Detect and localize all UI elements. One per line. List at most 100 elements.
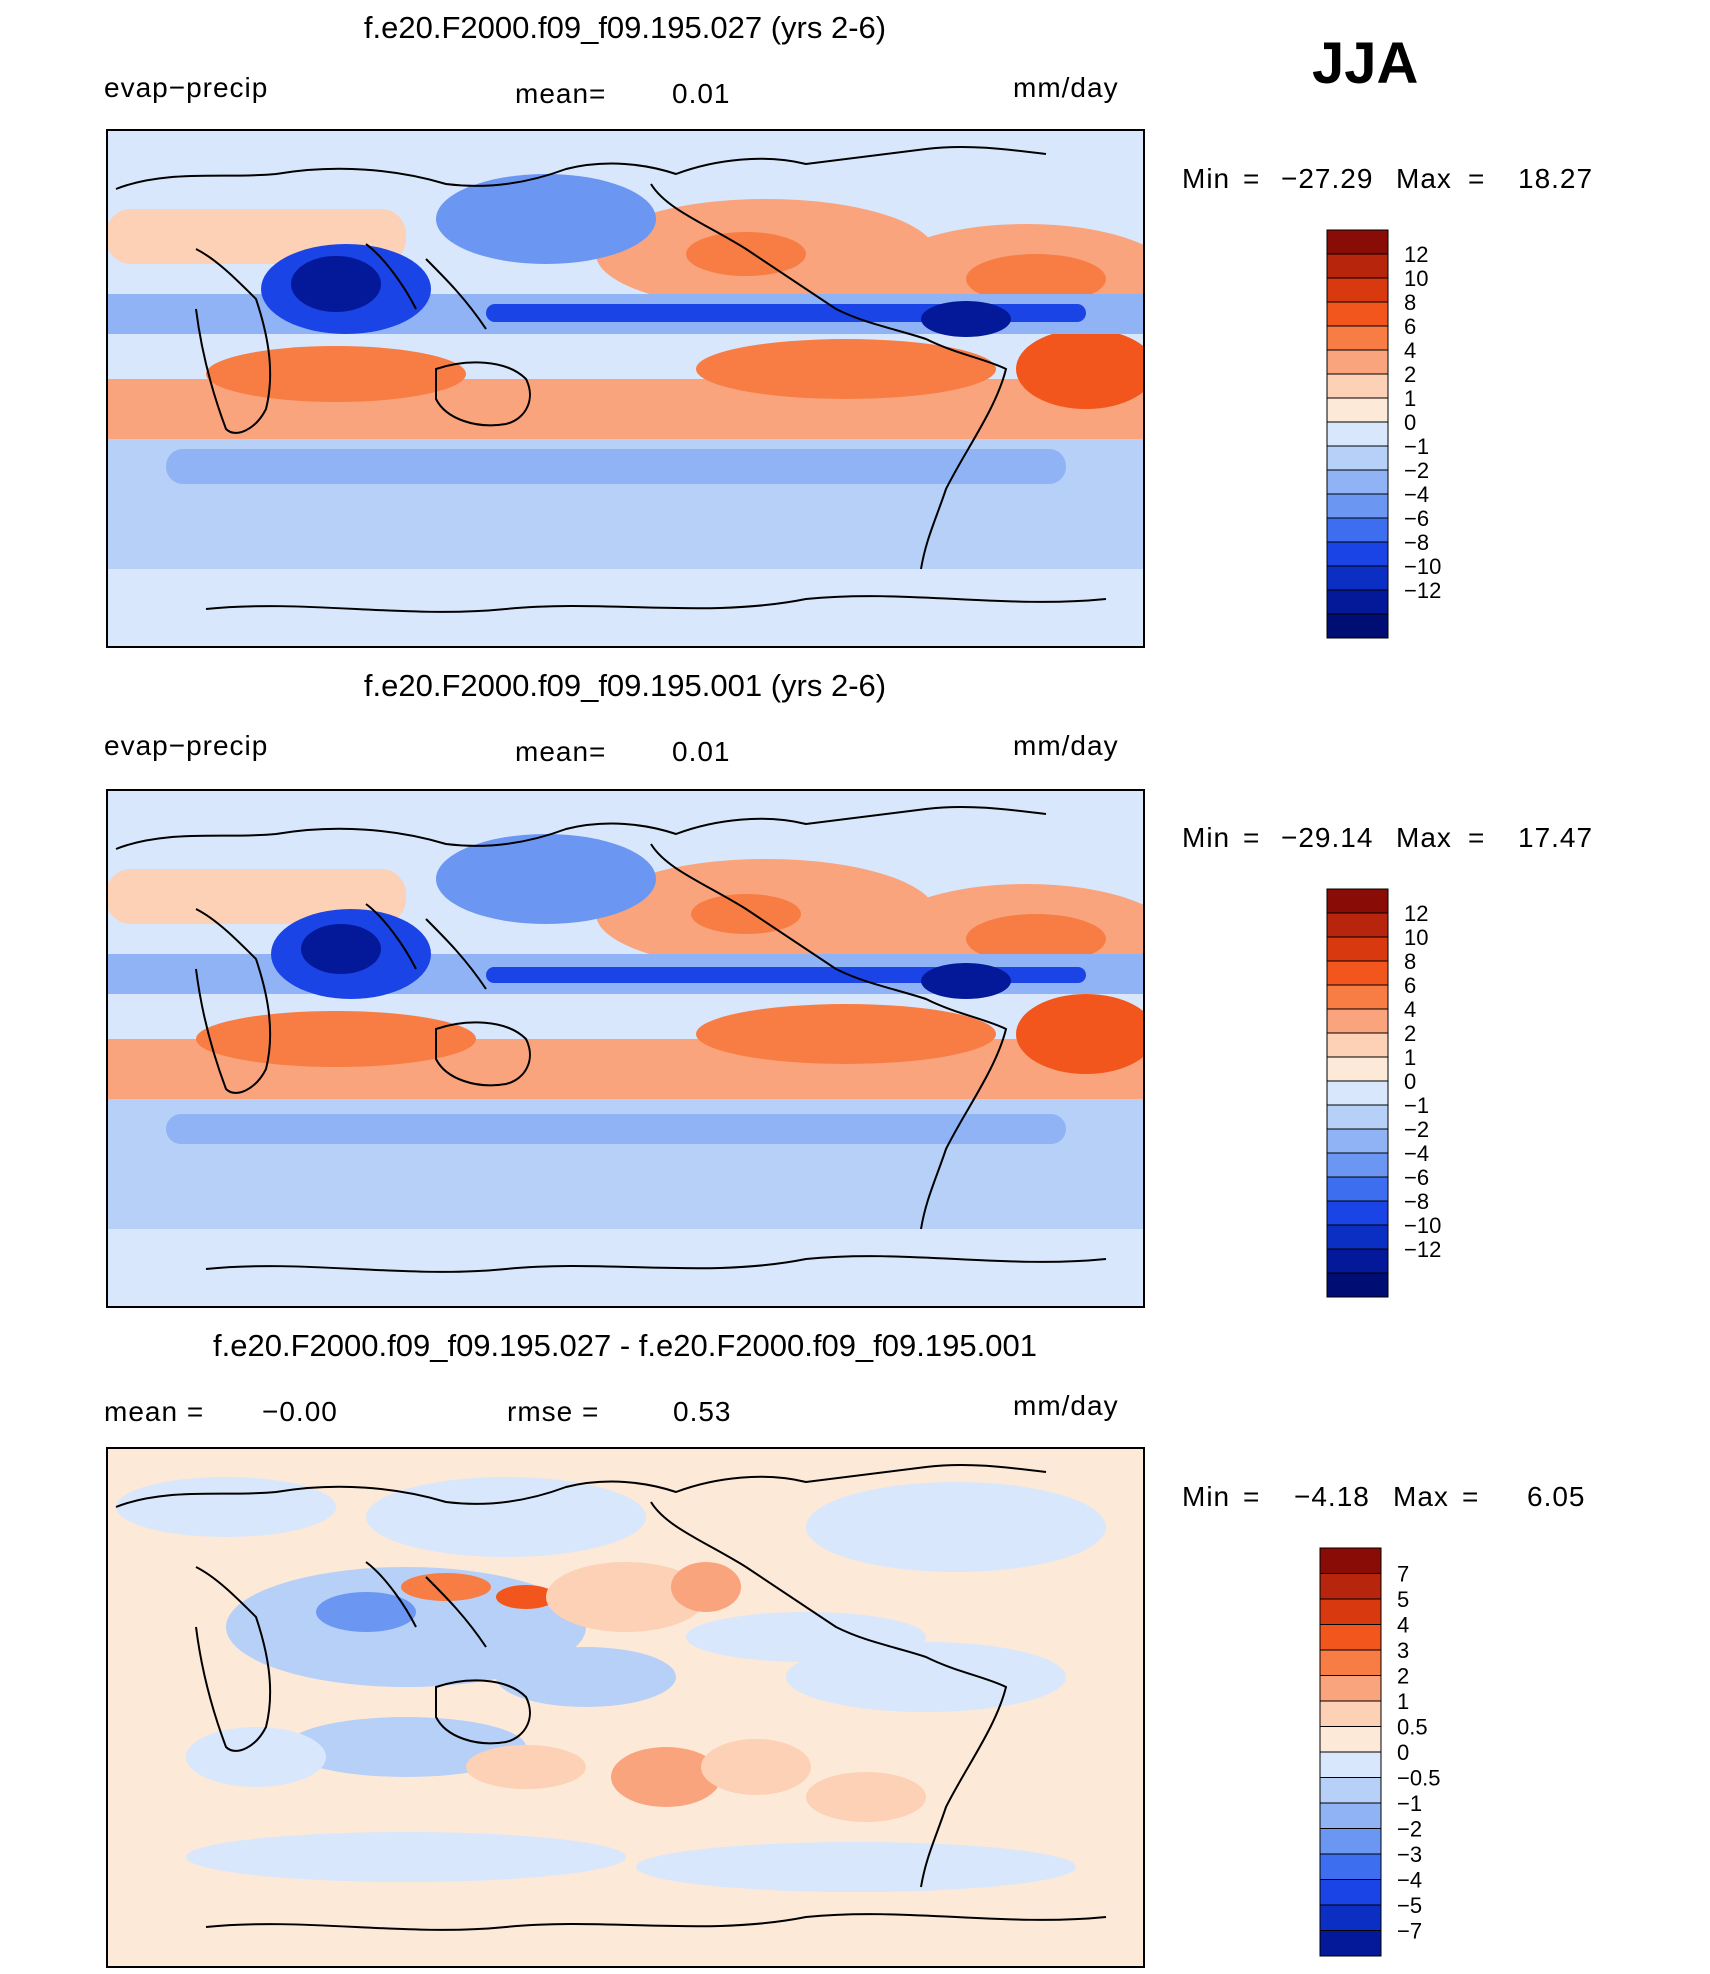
colorbar3-box-6: [1319, 1700, 1382, 1727]
panel3-mean-value: −0.00: [262, 1396, 338, 1427]
season-label: JJA: [1312, 31, 1419, 96]
colorbar2-tick-label: −12: [1404, 1237, 1441, 1262]
panel2-variable-label: evap−precip: [104, 730, 269, 761]
colorbar3-box-1: [1319, 1573, 1382, 1600]
map3-anomaly-patches: [116, 1477, 1106, 1892]
colorbar3-box-9: [1319, 1777, 1382, 1804]
colorbar3-tick-label: 3: [1397, 1638, 1409, 1663]
colorbar1-box-9: [1326, 445, 1389, 471]
colorbar2-tick-label: 2: [1404, 1021, 1416, 1046]
colorbar2-box-4: [1326, 984, 1389, 1010]
map1-np-core: [686, 232, 806, 276]
colorbar1-box-13: [1326, 541, 1389, 567]
colorbar1-box-15: [1326, 589, 1389, 615]
colorbar1-tick-label: −1: [1404, 434, 1429, 459]
colorbar2-tick-label: −1: [1404, 1093, 1429, 1118]
panel1-title: f.e20.F2000.f09_f09.195.027 (yrs 2-6): [363, 10, 887, 45]
colorbar3-tick-label: 1: [1397, 1689, 1409, 1714]
panel1-mean-label: mean=: [515, 78, 607, 109]
colorbar3-tick-label: −7: [1397, 1919, 1422, 1944]
colorbar3-box-5: [1319, 1675, 1382, 1702]
colorbar1-box-14: [1326, 565, 1389, 591]
colorbar1-tick-label: 4: [1404, 338, 1416, 363]
colorbar3-tick-label: 5: [1397, 1587, 1409, 1612]
map3-frame: [106, 1447, 1145, 1968]
colorbar3-box-8: [1319, 1751, 1382, 1778]
panel3-colorbar: 7 5 4 3 2 1 0.5 0 −0.5 −1 −2 −3 −4 −5 −7: [1319, 1547, 1470, 1958]
colorbar1-tick-label: −6: [1404, 506, 1429, 531]
colorbar1-box-3: [1326, 301, 1389, 327]
colorbar3-box-10: [1319, 1802, 1382, 1829]
colorbar3-box-12: [1319, 1853, 1382, 1880]
map1-coastlines: [115, 145, 1107, 613]
colorbar3-tick-label: 0.5: [1397, 1715, 1428, 1740]
colorbar1-tick-label: −8: [1404, 530, 1429, 555]
panel3-units: mm/day: [1013, 1390, 1119, 1421]
panel3-rmse-label: rmse =: [507, 1396, 600, 1427]
colorbar3-box-15: [1319, 1930, 1382, 1957]
colorbar1-box-12: [1326, 517, 1389, 543]
map1-central-america-core: [921, 301, 1011, 337]
map2-sahara-med: [106, 869, 406, 924]
colorbar3-tick-label: 0: [1397, 1740, 1409, 1765]
colorbar3-tick-label: −3: [1397, 1842, 1422, 1867]
panel2-min-value: −29.14: [1281, 822, 1374, 853]
map2-na-core: [966, 914, 1106, 964]
colorbar1-tick-label: 6: [1404, 314, 1416, 339]
panel2-colorbar: 12 10 8 6 4 2 1 0 −1 −2 −4 −6 −8 −10 −12: [1326, 888, 1477, 1299]
map2-central-america-core: [921, 963, 1011, 999]
colorbar1-tick-label: 12: [1404, 242, 1428, 267]
panel3-min-label: Min: [1182, 1481, 1231, 1512]
colorbar1-tick-label: −10: [1404, 554, 1441, 579]
panel1-min-label: Min: [1182, 163, 1231, 194]
colorbar1-box-10: [1326, 469, 1389, 495]
colorbar1-box-16: [1326, 613, 1389, 639]
colorbar2-box-15: [1326, 1248, 1389, 1274]
colorbar2-tick-label: 1: [1404, 1045, 1416, 1070]
colorbar1-box-1: [1326, 253, 1389, 279]
colorbar2-tick-label: 8: [1404, 949, 1416, 974]
map1-nw-pacific: [436, 174, 656, 264]
colorbar2-box-3: [1326, 960, 1389, 986]
map2-frame: [106, 789, 1145, 1308]
map1-indian-ocean-core: [206, 346, 466, 402]
colorbar2-tick-label: −6: [1404, 1165, 1429, 1190]
map2-nw-pacific: [436, 834, 656, 924]
colorbar3-box-2: [1319, 1598, 1382, 1625]
panel2-min-label: Min: [1182, 822, 1231, 853]
colorbar2-tick-label: 4: [1404, 997, 1416, 1022]
colorbar2-tick-label: 0: [1404, 1069, 1416, 1094]
colorbar2-box-1: [1326, 912, 1389, 938]
panel2-mean-value: 0.01: [672, 736, 731, 767]
map2-sp-core: [696, 1004, 996, 1064]
map1-na-core: [966, 254, 1106, 304]
colorbar2-tick-label: 10: [1404, 925, 1428, 950]
map2-monsoon-core: [301, 924, 381, 974]
colorbar1-tick-label: 1: [1404, 386, 1416, 411]
panel2-map: [106, 789, 1145, 1308]
colorbar1-tick-label: 8: [1404, 290, 1416, 315]
panel1-map: [106, 129, 1145, 648]
colorbar3-tick-label: −0.5: [1397, 1766, 1440, 1791]
colorbar3-tick-label: −2: [1397, 1817, 1422, 1842]
colorbar2-box-5: [1326, 1008, 1389, 1034]
colorbar3-box-3: [1319, 1624, 1382, 1651]
colorbar2-box-7: [1326, 1056, 1389, 1082]
colorbar3-tick-label: 7: [1397, 1562, 1409, 1587]
map1-frame: [106, 129, 1145, 648]
colorbar1-box-11: [1326, 493, 1389, 519]
colorbar3-box-0: [1319, 1547, 1382, 1574]
colorbar1-box-0: [1326, 229, 1389, 255]
panel3-title: f.e20.F2000.f09_f09.195.027 - f.e20.F200…: [213, 1328, 1037, 1363]
colorbar2-box-9: [1326, 1104, 1389, 1130]
colorbar3-box-13: [1319, 1879, 1382, 1906]
map2-np-core: [691, 894, 801, 934]
colorbar1-box-8: [1326, 421, 1389, 447]
panel3-map: [106, 1447, 1145, 1968]
colorbar1-tick-label: 10: [1404, 266, 1428, 291]
panel3-min-value: −4.18: [1294, 1481, 1370, 1512]
colorbar2-tick-label: −4: [1404, 1141, 1429, 1166]
colorbar2-box-16: [1326, 1272, 1389, 1298]
colorbar2-box-11: [1326, 1152, 1389, 1178]
map2-indian-ocean-core: [196, 1011, 476, 1067]
